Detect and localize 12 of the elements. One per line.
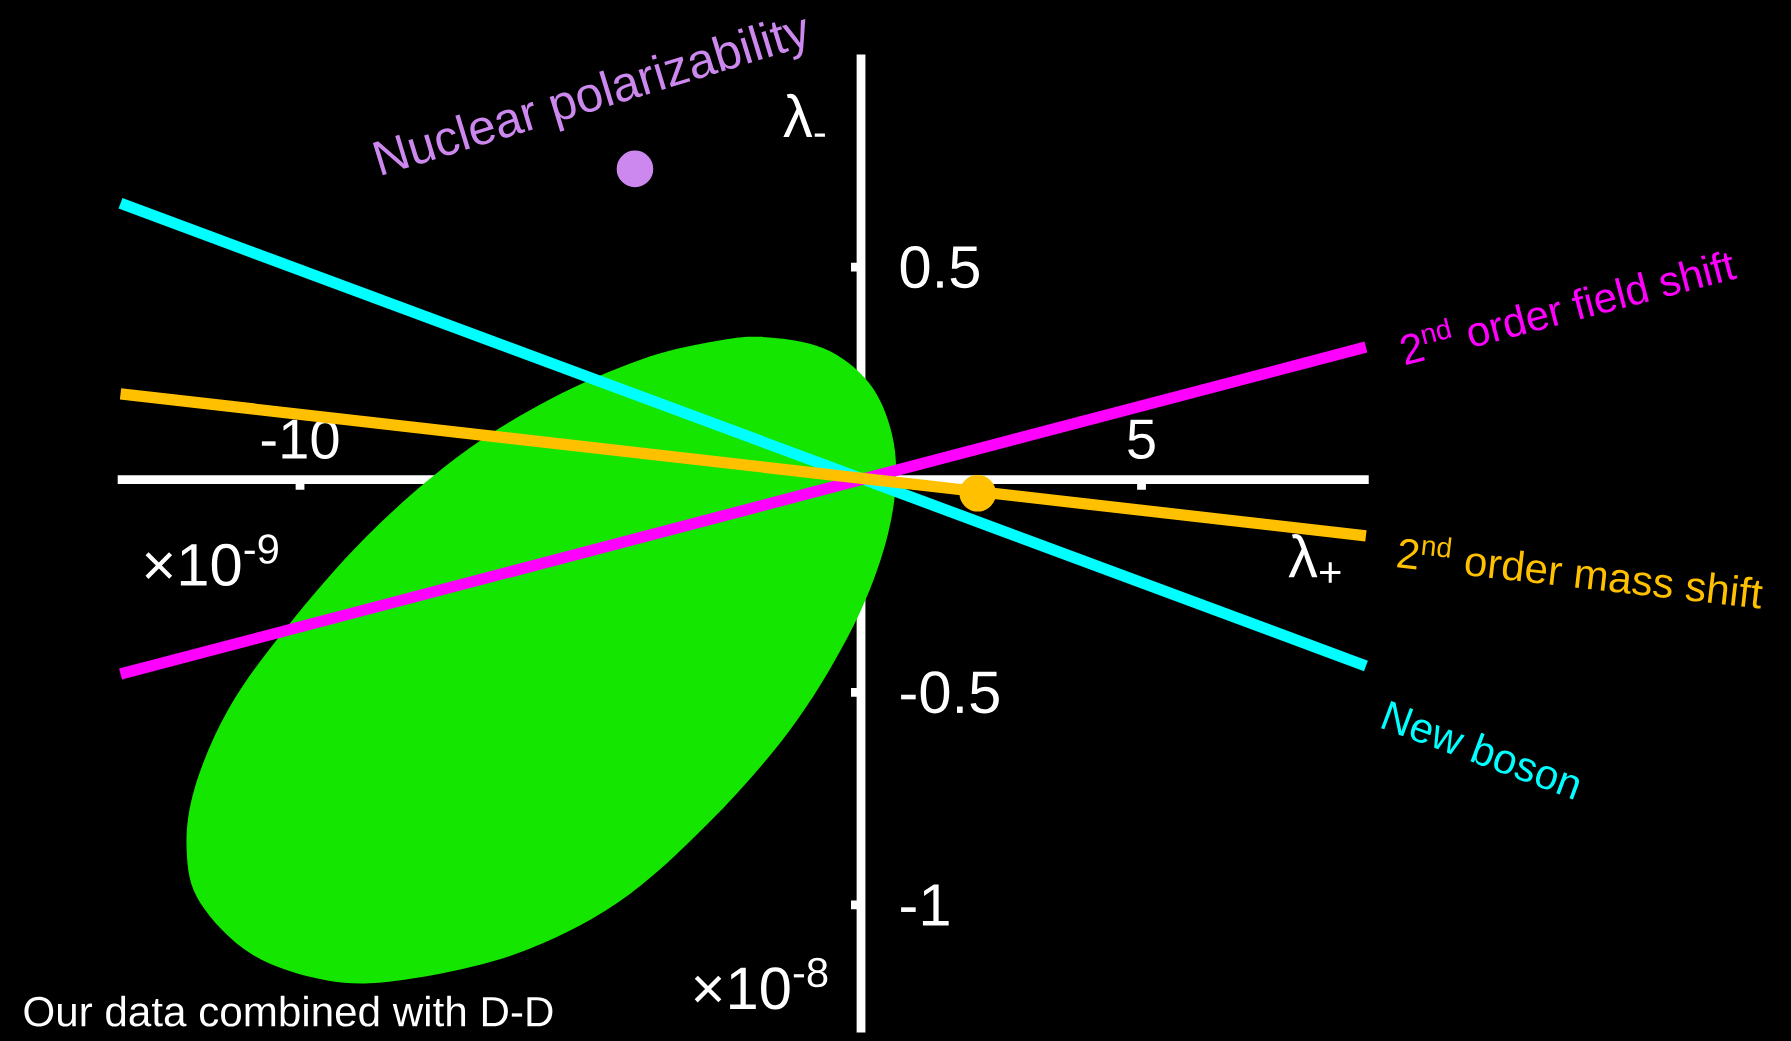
x-tick-label: 5 [1128, 419, 1155, 460]
y-tick-label: -0.5 [901, 671, 999, 714]
annotation: ×10$^{-8}$ [694, 957, 828, 1010]
y-tick-label: -1 [901, 884, 949, 926]
x-axis-title: λ$_{+}$ [1288, 533, 1341, 583]
x-tick-label: -10 [261, 419, 339, 460]
y-tick-label: 0.5 [900, 245, 979, 289]
text: 2$^{nd}$ order field shift [1400, 251, 1738, 366]
annotation: Our data combined with D-D [24, 995, 553, 1027]
text: New boson [1381, 700, 1580, 800]
text: 2$^{nd}$ order mass shift [1397, 537, 1763, 609]
annotation: ×10$^{-9}$ [145, 534, 278, 587]
